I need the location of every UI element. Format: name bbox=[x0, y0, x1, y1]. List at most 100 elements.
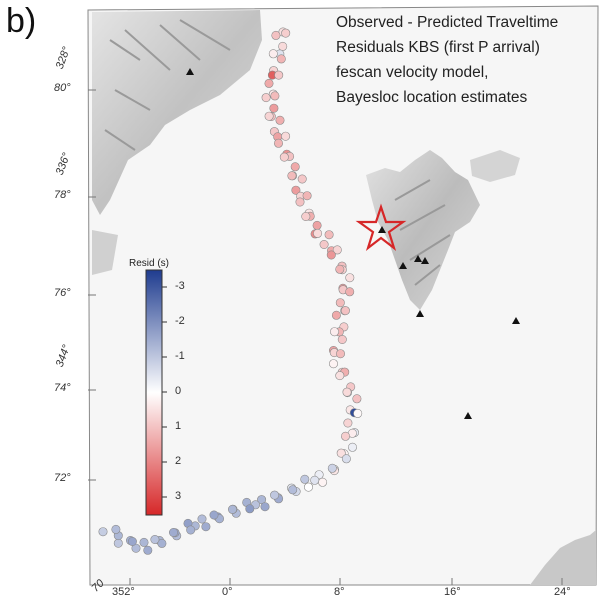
svalbard-ridges bbox=[394, 179, 451, 286]
event-circle bbox=[303, 482, 313, 492]
event-circle bbox=[197, 514, 207, 524]
svalbard-relief bbox=[366, 150, 480, 310]
event-circle bbox=[271, 30, 281, 40]
event-circle bbox=[113, 538, 123, 548]
colorbar-tick-label: -3 bbox=[175, 280, 185, 292]
event-circle bbox=[201, 522, 211, 532]
event-circle bbox=[150, 534, 160, 544]
event-circle bbox=[319, 240, 329, 250]
event-circle bbox=[98, 527, 108, 537]
colorbar-ticks bbox=[162, 286, 167, 498]
event-circle bbox=[281, 28, 291, 38]
event-circle bbox=[302, 191, 312, 201]
greenland-relief-ridges bbox=[104, 19, 231, 151]
event-circle bbox=[275, 115, 285, 125]
event-circle bbox=[331, 310, 341, 320]
event-circle bbox=[337, 334, 347, 344]
greenland-relief bbox=[92, 10, 262, 215]
event-circle bbox=[343, 418, 353, 428]
event-circle bbox=[279, 152, 289, 162]
event-circle bbox=[281, 131, 291, 141]
annotation-line-2: Residuals KBS (first P arrival) bbox=[336, 39, 540, 56]
event-circle bbox=[324, 230, 334, 240]
event-circle bbox=[297, 174, 307, 184]
colorbar-tick-label: -1 bbox=[175, 350, 185, 362]
station-triangle-icon bbox=[421, 257, 429, 264]
event-circle bbox=[290, 162, 300, 172]
lon-label-8: 8° bbox=[334, 586, 345, 598]
event-circle bbox=[301, 212, 311, 222]
norway-coast-relief bbox=[530, 530, 596, 585]
event-circle bbox=[340, 431, 350, 441]
event-circle bbox=[345, 273, 355, 283]
event-star-icon bbox=[355, 203, 407, 251]
event-circle bbox=[209, 510, 219, 520]
event-circle bbox=[169, 527, 179, 537]
annotation-line-4: Bayesloc location estimates bbox=[336, 89, 528, 106]
lon-label-16: 16° bbox=[444, 586, 461, 598]
nordaustlandet-relief bbox=[470, 150, 520, 182]
event-circle bbox=[332, 245, 342, 255]
event-circle bbox=[288, 485, 298, 495]
lon-label-0: 0° bbox=[222, 586, 233, 598]
event-circle bbox=[329, 327, 339, 337]
event-circle bbox=[264, 111, 274, 121]
event-circle bbox=[111, 524, 121, 534]
event-circle bbox=[335, 298, 345, 308]
event-circle bbox=[260, 502, 270, 512]
event-circle bbox=[353, 408, 363, 418]
event-circle bbox=[300, 474, 310, 484]
stations bbox=[186, 68, 520, 419]
event-circle bbox=[264, 78, 274, 88]
lat-label-80: 80° bbox=[54, 82, 71, 94]
station-triangle-icon bbox=[464, 412, 472, 419]
event-circle bbox=[342, 387, 352, 397]
colorbar-tick-label: 1 bbox=[175, 420, 182, 432]
event-circle bbox=[347, 442, 357, 452]
event-circle bbox=[318, 477, 328, 487]
colorbar-tick-label: 2 bbox=[175, 455, 182, 467]
event-circle bbox=[340, 306, 350, 316]
event-circle bbox=[335, 349, 345, 359]
event-circle bbox=[341, 454, 351, 464]
station-triangle-icon bbox=[378, 226, 386, 233]
event-circle bbox=[274, 70, 284, 80]
panel-label: b) bbox=[6, 2, 37, 40]
event-circle bbox=[228, 504, 238, 514]
colorbar-title: Resid (s) bbox=[129, 258, 170, 269]
event-circle bbox=[278, 41, 288, 51]
event-circle bbox=[261, 93, 271, 103]
station-triangle-icon bbox=[186, 68, 194, 75]
event-circle bbox=[157, 538, 167, 548]
event-circle bbox=[326, 250, 336, 260]
event-circle bbox=[336, 448, 346, 458]
greenland-south-relief bbox=[92, 230, 118, 275]
station-triangle-icon bbox=[414, 255, 422, 262]
lat-label-76: 76° bbox=[54, 287, 71, 299]
graticule-ticks bbox=[88, 89, 563, 585]
event-circle bbox=[270, 91, 280, 101]
event-circle bbox=[245, 504, 255, 514]
station-triangle-icon bbox=[416, 310, 424, 317]
event-circle bbox=[276, 54, 286, 64]
lat-label-78: 78° bbox=[54, 189, 71, 201]
station-triangle-icon bbox=[399, 262, 407, 269]
event-circle bbox=[310, 475, 320, 485]
event-circle bbox=[269, 103, 279, 113]
event-circle bbox=[287, 171, 297, 181]
lat-label-72: 72° bbox=[54, 472, 71, 484]
event-circle bbox=[143, 545, 153, 555]
annotation-line-3: fescan velocity model, bbox=[336, 64, 489, 81]
event-circle bbox=[345, 287, 355, 297]
event-circle bbox=[139, 537, 149, 547]
annotation-line-1: Observed - Predicted Traveltime bbox=[336, 14, 559, 31]
event-circle bbox=[186, 525, 196, 535]
event-circle bbox=[273, 138, 283, 148]
colorbar bbox=[145, 269, 163, 516]
station-triangle-icon bbox=[512, 317, 520, 324]
event-circle bbox=[335, 371, 345, 381]
event-circle bbox=[313, 228, 323, 238]
colorbar-tick-label: 0 bbox=[175, 385, 182, 397]
event-circle bbox=[312, 220, 322, 230]
